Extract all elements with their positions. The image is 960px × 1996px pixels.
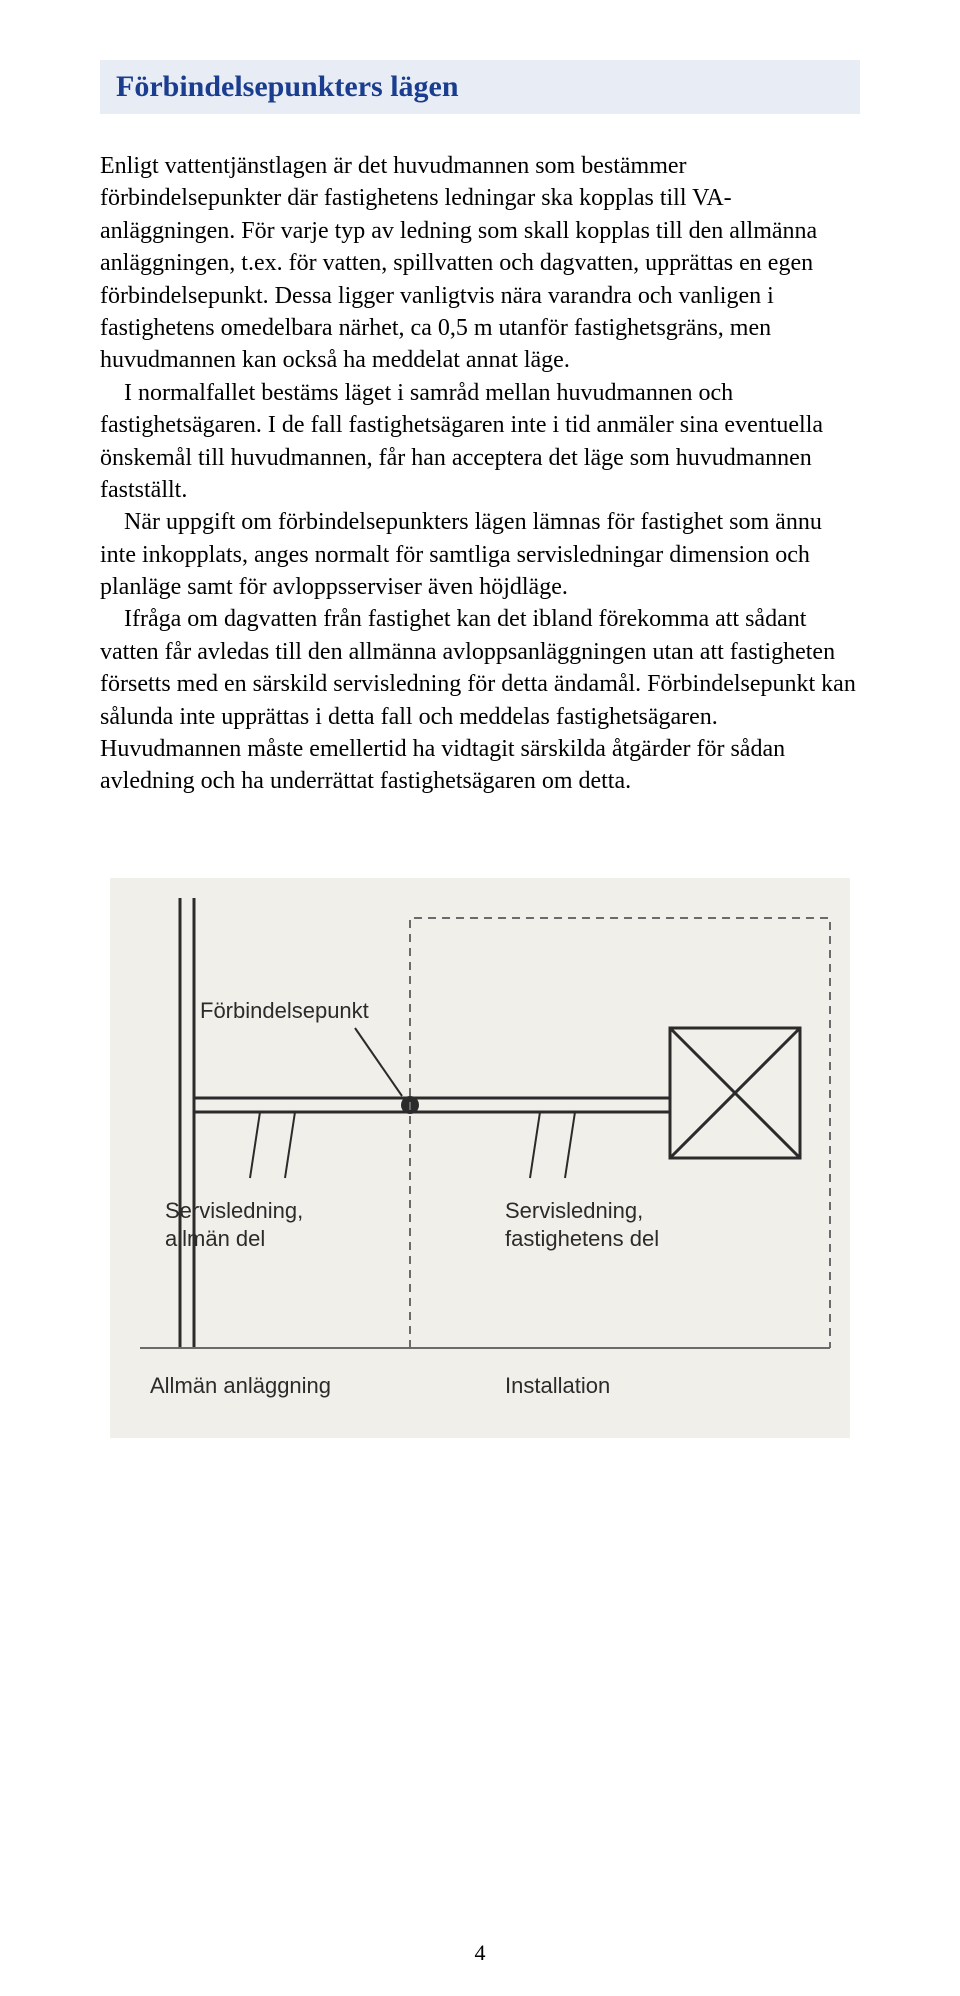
paragraph-1: Enligt vattentjänstlagen är det huvudman… [100,150,860,377]
property-boundary [410,918,830,1348]
title-bar: Förbindelsepunkters lägen [100,60,860,114]
label-installation: Installation [505,1373,610,1398]
connection-point-diagram: Förbindelsepunkt Servisledning, allmän d… [110,878,850,1438]
label-servis-allman-l1: Servisledning, [165,1198,303,1223]
leader-forbindelsepunkt [355,1028,402,1096]
leader-servis-fast-1 [530,1112,540,1178]
label-servis-fast-l1: Servisledning, [505,1198,643,1223]
label-allman-anlaggning: Allmän anläggning [150,1373,331,1398]
label-servis-fast-l2: fastighetens del [505,1226,659,1251]
body-text: Enligt vattentjänstlagen är det huvudman… [100,150,860,798]
paragraph-3: När uppgift om förbindelsepunkters lägen… [100,506,860,603]
page-number: 4 [100,1940,860,1966]
paragraph-4: Ifråga om dagvatten från fastighet kan d… [100,603,860,797]
label-forbindelsepunkt: Förbindelsepunkt [200,998,369,1023]
leader-servis-allman-2 [285,1112,295,1178]
diagram-container: Förbindelsepunkt Servisledning, allmän d… [100,878,860,1438]
paragraph-2: I normalfallet bestäms läget i samråd me… [100,377,860,507]
label-servis-allman-l2: allmän del [165,1226,265,1251]
leader-servis-fast-2 [565,1112,575,1178]
leader-servis-allman-1 [250,1112,260,1178]
page-title: Förbindelsepunkters lägen [116,70,844,104]
